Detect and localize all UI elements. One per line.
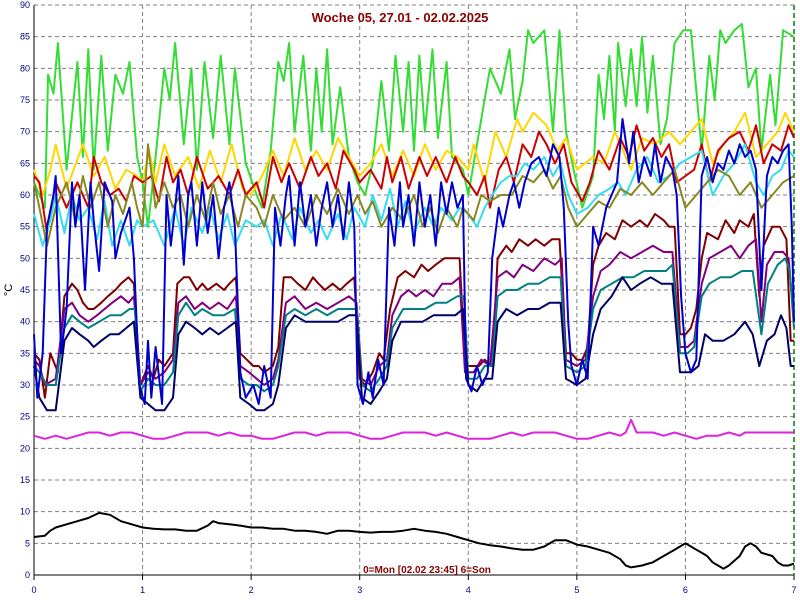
x-tick-label: 3: [357, 585, 362, 595]
x-tick-label: 2: [249, 585, 254, 595]
y-tick-label: 10: [20, 507, 30, 517]
series-line-9: [33, 276, 794, 412]
series-line-6: [33, 213, 794, 399]
y-tick-label: 60: [20, 190, 30, 200]
y-tick-label: 55: [20, 222, 30, 232]
y-tick-label: 65: [20, 158, 30, 168]
y-tick-label: 75: [20, 95, 30, 105]
series-line-12: [33, 511, 795, 570]
y-tick-label: 70: [20, 127, 30, 137]
y-tick-label: 90: [20, 0, 30, 10]
x-tick-label: 5: [574, 585, 579, 595]
y-axis-label: °C: [3, 284, 15, 296]
chart-footer-note: 0=Mon [02.02 23:45] 6=Son: [363, 565, 491, 576]
y-tick-label: 20: [20, 443, 30, 453]
y-tick-label: 85: [20, 32, 30, 42]
x-tick-label: 1: [140, 585, 145, 595]
y-tick-label: 5: [25, 538, 30, 548]
y-tick-label: 45: [20, 285, 30, 295]
y-tick-label: 80: [20, 63, 30, 73]
grid-lines: [34, 4, 794, 575]
series-lines: [33, 23, 795, 570]
x-tick-label: 4: [466, 585, 471, 595]
y-tick-label: 30: [20, 380, 30, 390]
series-line-5: [33, 143, 795, 247]
chart-title: Woche 05, 27.01 - 02.02.2025: [312, 10, 489, 25]
x-tick-label: 7: [791, 585, 796, 595]
y-tick-label: 0: [25, 570, 30, 580]
series-line-10: [33, 118, 795, 405]
x-tick-label: 0: [31, 585, 36, 595]
x-tick-label: 6: [683, 585, 688, 595]
y-tick-label: 35: [20, 348, 30, 358]
series-line-11: [33, 418, 794, 440]
y-tick-label: 50: [20, 253, 30, 263]
y-tick-label: 25: [20, 412, 30, 422]
series-line-1: [33, 23, 795, 228]
series-line-3: [33, 124, 795, 234]
y-tick-label: 40: [20, 317, 30, 327]
y-tick-label: 15: [20, 475, 30, 485]
